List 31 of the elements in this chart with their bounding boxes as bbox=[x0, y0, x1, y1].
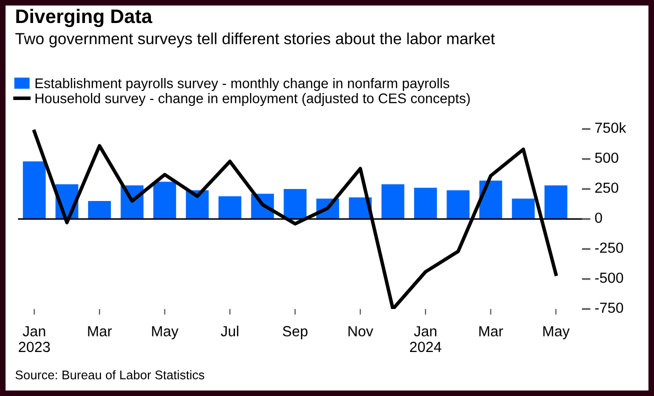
bar bbox=[382, 184, 404, 219]
y-tick-label: 250 bbox=[595, 182, 618, 193]
x-tick-label: Sep bbox=[282, 326, 308, 340]
x-tick-label: Jul bbox=[220, 326, 238, 336]
y-tick-label: -500 bbox=[595, 272, 624, 283]
legend-label: Establishment payrolls survey - monthly change in nonfarm payrolls bbox=[36, 78, 450, 91]
bar bbox=[22, 161, 46, 219]
y-tick-label: 0 bbox=[595, 212, 602, 223]
bar bbox=[284, 189, 307, 219]
bar bbox=[544, 185, 568, 219]
bar bbox=[218, 196, 242, 219]
y-tick-label: 500 bbox=[595, 152, 618, 163]
x-tick-label: Jan 2023 bbox=[18, 326, 50, 352]
x-tick-label: May bbox=[152, 326, 178, 340]
chart-subtitle: Two government surveys tell different stories about the labor market bbox=[15, 32, 495, 48]
x-tick-label: Mar bbox=[479, 326, 504, 336]
y-tick-label: -250 bbox=[595, 242, 624, 253]
x-tick-label: Nov bbox=[348, 326, 374, 336]
x-tick-label: Jan 2024 bbox=[410, 326, 442, 352]
bar bbox=[512, 198, 535, 219]
bar bbox=[446, 190, 470, 219]
y-tick-label: 750k bbox=[595, 122, 626, 133]
chart-title: Diverging Data bbox=[16, 8, 152, 28]
bar bbox=[88, 201, 111, 219]
source-note: Source: Bureau of Labor Statistics bbox=[16, 370, 204, 380]
x-tick-label: Mar bbox=[88, 326, 112, 336]
legend-label: Household survey - change in employment (adjusted to CES concepts) bbox=[36, 93, 470, 106]
bar bbox=[414, 188, 437, 219]
bar bbox=[153, 182, 176, 219]
x-tick-label: May bbox=[543, 326, 570, 340]
y-tick-label: -750 bbox=[595, 302, 624, 313]
